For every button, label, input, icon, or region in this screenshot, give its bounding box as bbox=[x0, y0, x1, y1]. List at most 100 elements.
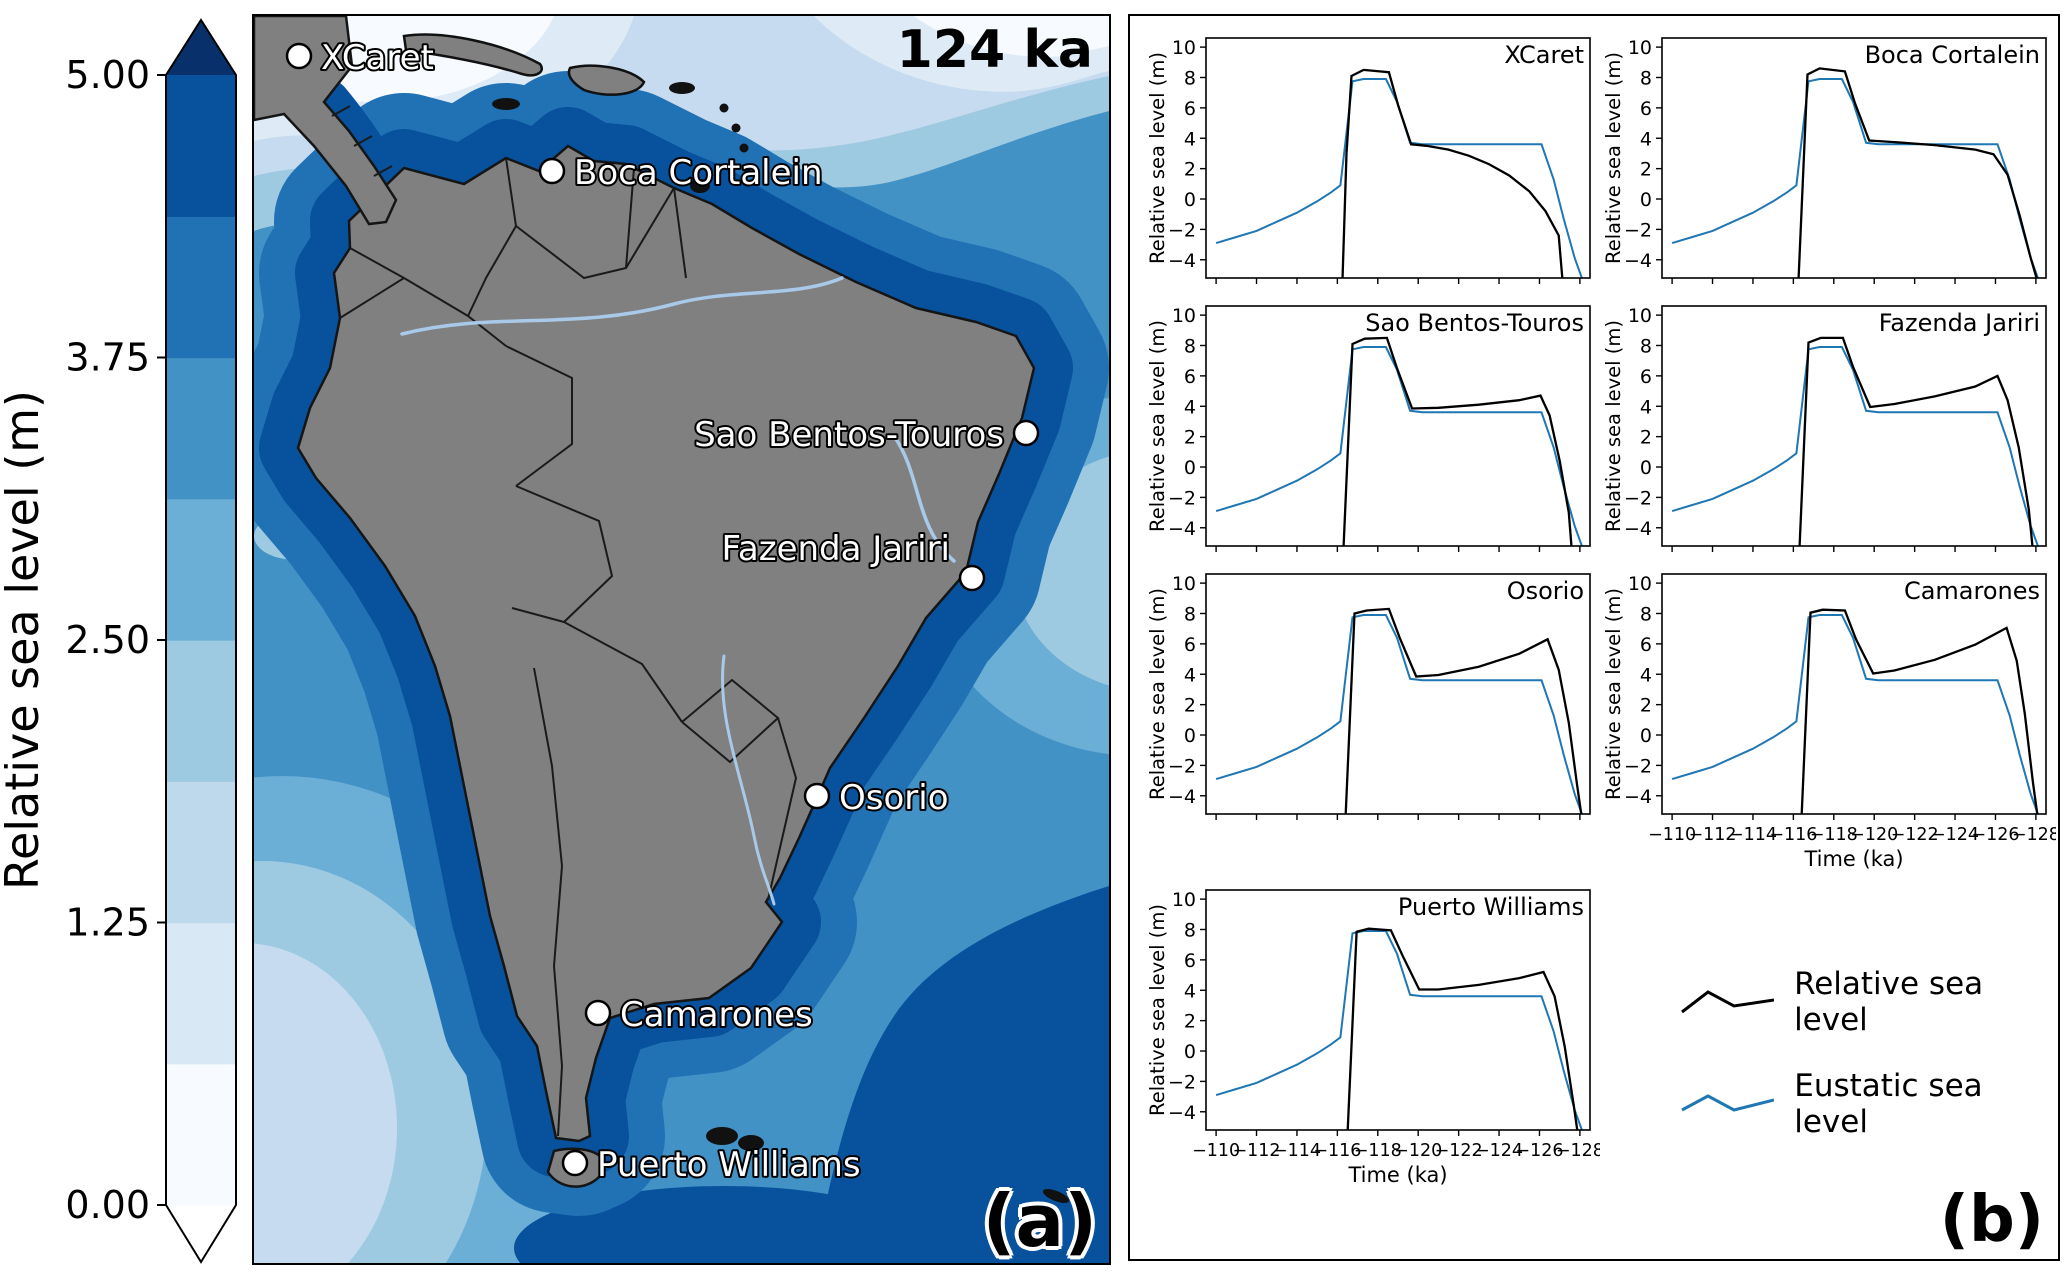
colorbar-band bbox=[166, 216, 236, 359]
x-tick-label: −110 bbox=[1648, 825, 1696, 845]
x-tick-label: −112 bbox=[1232, 1141, 1280, 1161]
legend-item: Eustatic sea level bbox=[1678, 1068, 2056, 1140]
plot-area bbox=[1206, 306, 1590, 546]
south-georgia-island bbox=[1042, 1189, 1070, 1203]
y-tick-label: 4 bbox=[1184, 664, 1196, 686]
relative-sea-level-line bbox=[1342, 336, 1573, 546]
y-tick-label: 10 bbox=[1628, 573, 1652, 595]
y-tick-label: 0 bbox=[1640, 457, 1652, 479]
site-marker bbox=[584, 999, 612, 1027]
chart-title: Boca Cortalein bbox=[1865, 41, 2040, 69]
panel-b-label: (b) bbox=[1939, 1183, 2044, 1257]
y-tick-label: 4 bbox=[1640, 128, 1652, 150]
sites-layer: XCaret Boca Cortalein Sao Bentos-Touros Faz… bbox=[285, 36, 1040, 1187]
y-tick-label: −2 bbox=[1168, 487, 1196, 509]
site-marker bbox=[561, 1149, 589, 1177]
falkland-island-east bbox=[738, 1135, 764, 1151]
site-marker bbox=[285, 42, 313, 70]
colorbar-band bbox=[166, 640, 236, 782]
site-label: Osorio bbox=[839, 778, 949, 818]
colorbar-band bbox=[166, 781, 236, 924]
y-tick-label: 2 bbox=[1640, 427, 1652, 449]
colorbar-tick-label: 2.50 bbox=[65, 618, 150, 662]
chart-puerto-williams: 10 8 6 4 2 0 −2 −4 −110 −112 −114 −116 −118 −120 −122−… bbox=[1146, 882, 1604, 1192]
y-tick-label: 2 bbox=[1184, 159, 1196, 181]
cuba-island bbox=[402, 33, 543, 77]
y-tick-label: 0 bbox=[1640, 725, 1652, 747]
legend-line-sample bbox=[1681, 1094, 1775, 1112]
x-tick-label: −126 bbox=[1971, 825, 2019, 845]
colorbar: 0.00 1.25 2.50 3.75 5.00 Relative sea level … bbox=[4, 18, 237, 1264]
puerto-rico-island bbox=[669, 82, 695, 94]
chart-svg: 1086420−2−4−110−112−114−116−118−120−122−… bbox=[1602, 573, 2060, 871]
chart-sao-bentos-touros: 10 8 6 4 2 0 −2 −4 Relative sea level (m) Sao Ben… bbox=[1146, 298, 1600, 560]
y-axis-label: Relative sea level (m) bbox=[1604, 52, 1625, 264]
ocean-palest-topright bbox=[914, 16, 1109, 57]
y-tick-label: −4 bbox=[1168, 786, 1196, 808]
colorbar-tick-label: 3.75 bbox=[65, 336, 150, 380]
y-tick-label: 10 bbox=[1172, 305, 1196, 327]
antilles-island-4 bbox=[742, 163, 752, 173]
x-tick-label: −120 bbox=[1394, 1141, 1442, 1161]
y-tick-label: 2 bbox=[1640, 159, 1652, 181]
y-tick-label: −4 bbox=[1168, 518, 1196, 540]
y-tick-label: 2 bbox=[1184, 427, 1196, 449]
chart-title: Osorio bbox=[1507, 577, 1584, 605]
y-axis-label: Relative sea level (m) bbox=[1148, 904, 1169, 1116]
y-tick-label: −4 bbox=[1624, 518, 1652, 540]
y-tick-label: 0 bbox=[1640, 189, 1652, 211]
y-tick-label: −2 bbox=[1168, 1071, 1196, 1093]
y-tick-label: 8 bbox=[1640, 335, 1652, 357]
plot-frame bbox=[1205, 889, 1591, 1131]
y-tick-label: −2 bbox=[1168, 219, 1196, 241]
x-tick-label: −126 bbox=[1515, 1141, 1563, 1161]
y-tick-label: 8 bbox=[1640, 603, 1652, 625]
chart-title: Puerto Williams bbox=[1398, 893, 1584, 921]
legend-item: Relative sea level bbox=[1678, 966, 2056, 1038]
colorbar-band bbox=[166, 1063, 236, 1206]
dark-region-bottom bbox=[514, 1186, 934, 1275]
x-axis-label: Time (ka) bbox=[1803, 847, 1903, 871]
relative-sea-level-line bbox=[1800, 608, 2039, 814]
plot-area bbox=[1662, 574, 2046, 814]
y-tick-label: 6 bbox=[1184, 366, 1196, 388]
plot-area bbox=[1206, 890, 1590, 1130]
plot-area bbox=[1662, 306, 2046, 546]
plot-area bbox=[1206, 574, 1590, 814]
y-tick-label: 10 bbox=[1628, 305, 1652, 327]
chart-svg: 1086420−2−4−110−112−114−116−118−120−122−… bbox=[1146, 889, 1604, 1187]
chart-boca-cortalein: 10 8 6 4 2 0 −2 −4 Relative sea level (m) Boca Co… bbox=[1602, 30, 2056, 292]
plot-frame bbox=[1661, 573, 2047, 815]
x-tick-label: −112 bbox=[1688, 825, 1736, 845]
y-tick-label: 6 bbox=[1640, 366, 1652, 388]
relative-sea-level-line bbox=[1797, 67, 2038, 278]
colorbar-axis-label: Relative sea level (m) bbox=[4, 390, 49, 890]
chart-title: Sao Bentos-Touros bbox=[1365, 309, 1584, 337]
plot-area bbox=[1206, 38, 1590, 278]
eustatic-sea-level-line bbox=[1215, 78, 1583, 278]
eustatic-sea-level-line bbox=[1671, 614, 2039, 814]
antilles-island-2 bbox=[731, 123, 741, 133]
plot-area bbox=[1662, 38, 2046, 278]
y-tick-label: −4 bbox=[1624, 786, 1652, 808]
x-tick-label: −118 bbox=[1354, 1141, 1402, 1161]
y-tick-label: 2 bbox=[1184, 1011, 1196, 1033]
relative-sea-level-line bbox=[1346, 927, 1579, 1130]
panel-a-label: (a) bbox=[982, 1179, 1097, 1263]
antilles-island-3 bbox=[739, 143, 749, 153]
site-label: Boca Cortalein bbox=[574, 153, 823, 193]
x-tick-label: −124 bbox=[1475, 1141, 1523, 1161]
relative-sea-level-line bbox=[1798, 336, 2034, 546]
site-marker bbox=[803, 782, 831, 810]
legend-line-sample bbox=[1681, 990, 1775, 1014]
x-tick-label: −114 bbox=[1273, 1141, 1321, 1161]
legend-label: Relative sea level bbox=[1794, 966, 1984, 1038]
x-tick-label: −122 bbox=[1435, 1141, 1483, 1161]
y-axis-label: Relative sea level (m) bbox=[1604, 588, 1625, 800]
y-tick-label: −2 bbox=[1624, 755, 1652, 777]
y-tick-label: 10 bbox=[1172, 573, 1196, 595]
eustatic-sea-level-line bbox=[1215, 346, 1583, 546]
y-tick-label: 10 bbox=[1172, 37, 1196, 59]
